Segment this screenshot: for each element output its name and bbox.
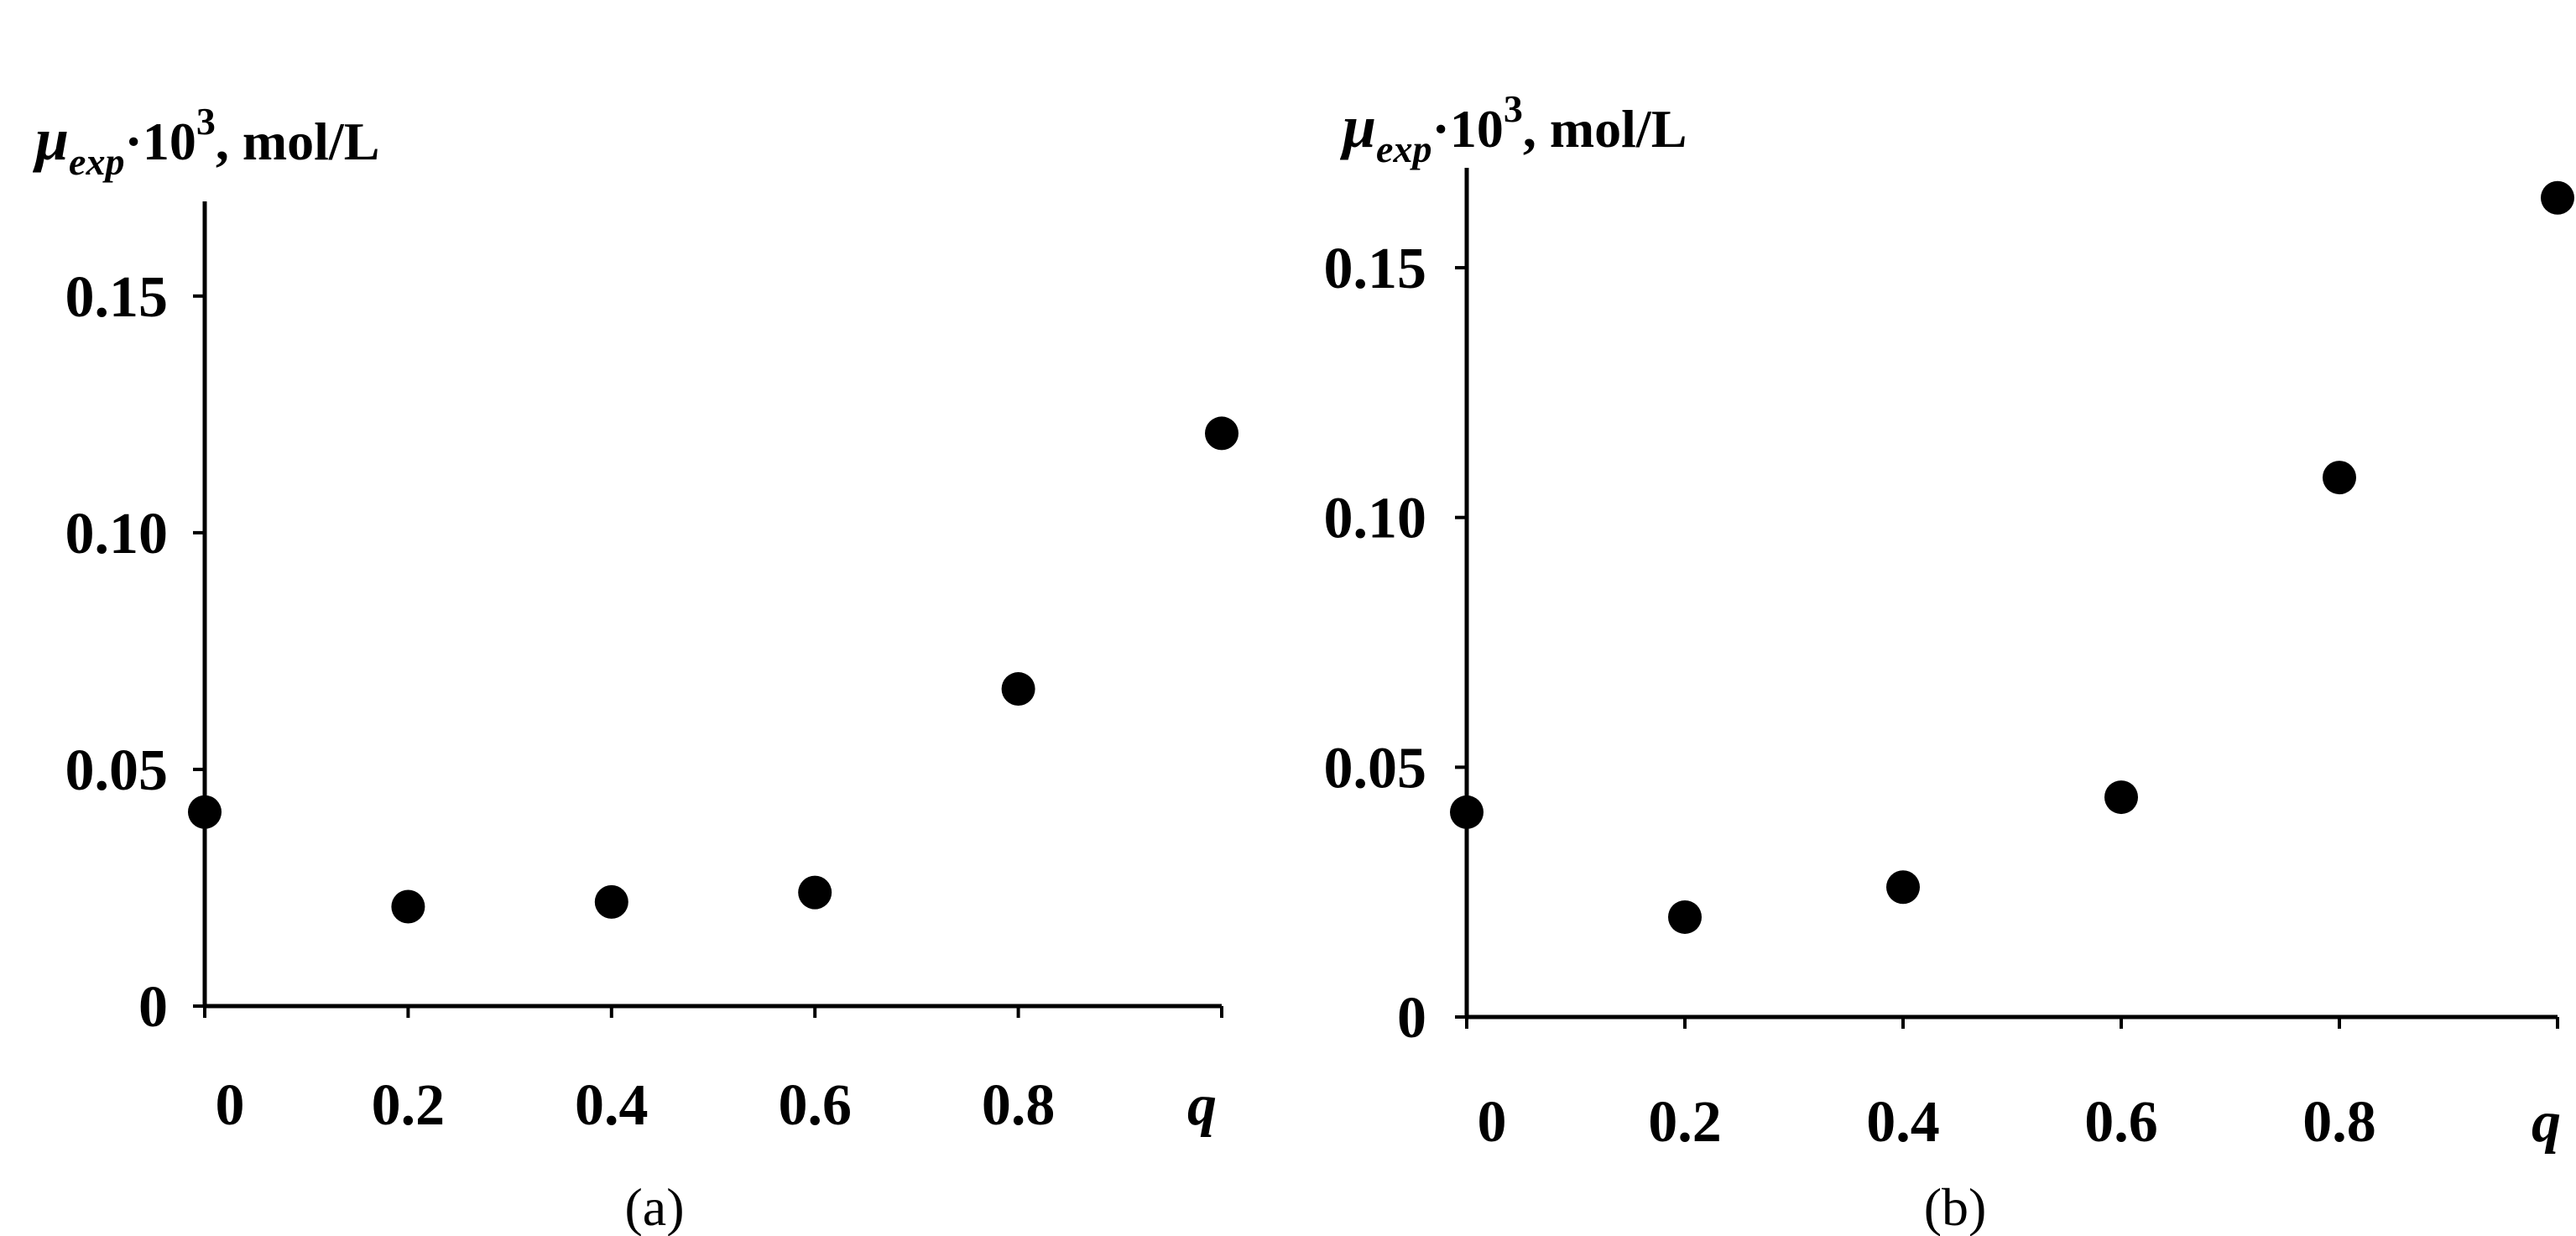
panel-label: (b) (1924, 1177, 1987, 1236)
data-point (1450, 795, 1484, 829)
y-label-symbol: μ (1339, 93, 1376, 160)
data-point (1668, 900, 1702, 934)
x-axis-label: q (1187, 1073, 1217, 1138)
y-label-subscript: exp (1376, 128, 1431, 170)
data-point (1886, 870, 1920, 905)
y-tick-label: 0.15 (65, 265, 169, 330)
y-axis-label: μexp·103, mol/L (32, 100, 379, 183)
x-axis-label: q (2532, 1090, 2561, 1155)
x-tick-label: 0.4 (575, 1073, 649, 1138)
x-tick-label: 0.2 (1648, 1090, 1722, 1155)
y-label-symbol: μ (32, 106, 69, 173)
x-tick-label: 0 (216, 1073, 245, 1138)
data-point (1001, 672, 1035, 707)
y-label-superscript: 3 (1504, 87, 1523, 130)
data-point (1205, 416, 1238, 451)
data-point (391, 889, 425, 924)
x-tick-label: 0.4 (1866, 1090, 1940, 1155)
y-tick-label: 0.10 (65, 502, 169, 566)
y-tick-label: 0.05 (1324, 736, 1427, 801)
panel-a-chart: μexp·103, mol/L 0 0.05 0.10 0.15 0 0.2 0.4 0.6 0.… (32, 100, 1238, 1236)
y-label-superscript: 3 (196, 100, 216, 143)
y-tick-label: 0.10 (1324, 487, 1427, 551)
x-tick-label: 0.2 (372, 1073, 446, 1138)
x-tick-label: 0.8 (982, 1073, 1056, 1138)
data-point (2323, 461, 2356, 495)
y-label-suffix: , mol/L (216, 112, 380, 171)
x-tick-label: 0 (1478, 1090, 1507, 1155)
y-label-middle: ·10 (1431, 99, 1503, 159)
y-label-subscript: exp (69, 140, 124, 183)
y-tick-label: 0 (138, 975, 168, 1040)
y-tick-label: 0 (1397, 986, 1426, 1051)
x-tick-label: 0.6 (2084, 1090, 2158, 1155)
data-point (798, 875, 832, 910)
y-label-middle: ·10 (124, 112, 196, 171)
panel-b-chart: μexp·103, mol/L 0 0.05 0.10 0.15 0 0.2 0.4 0.6 0.… (1324, 87, 2574, 1236)
data-point (594, 884, 628, 919)
data-point (2104, 780, 2138, 815)
panel-label: (a) (624, 1177, 684, 1236)
data-point (2541, 180, 2574, 215)
x-tick-label: 0.8 (2302, 1090, 2376, 1155)
y-axis-label: μexp·103, mol/L (1339, 87, 1687, 170)
data-point (188, 795, 222, 829)
x-tick-label: 0.6 (778, 1073, 852, 1138)
y-tick-label: 0.15 (1324, 237, 1427, 301)
y-tick-label: 0.05 (65, 738, 169, 803)
y-label-suffix: , mol/L (1523, 99, 1687, 159)
